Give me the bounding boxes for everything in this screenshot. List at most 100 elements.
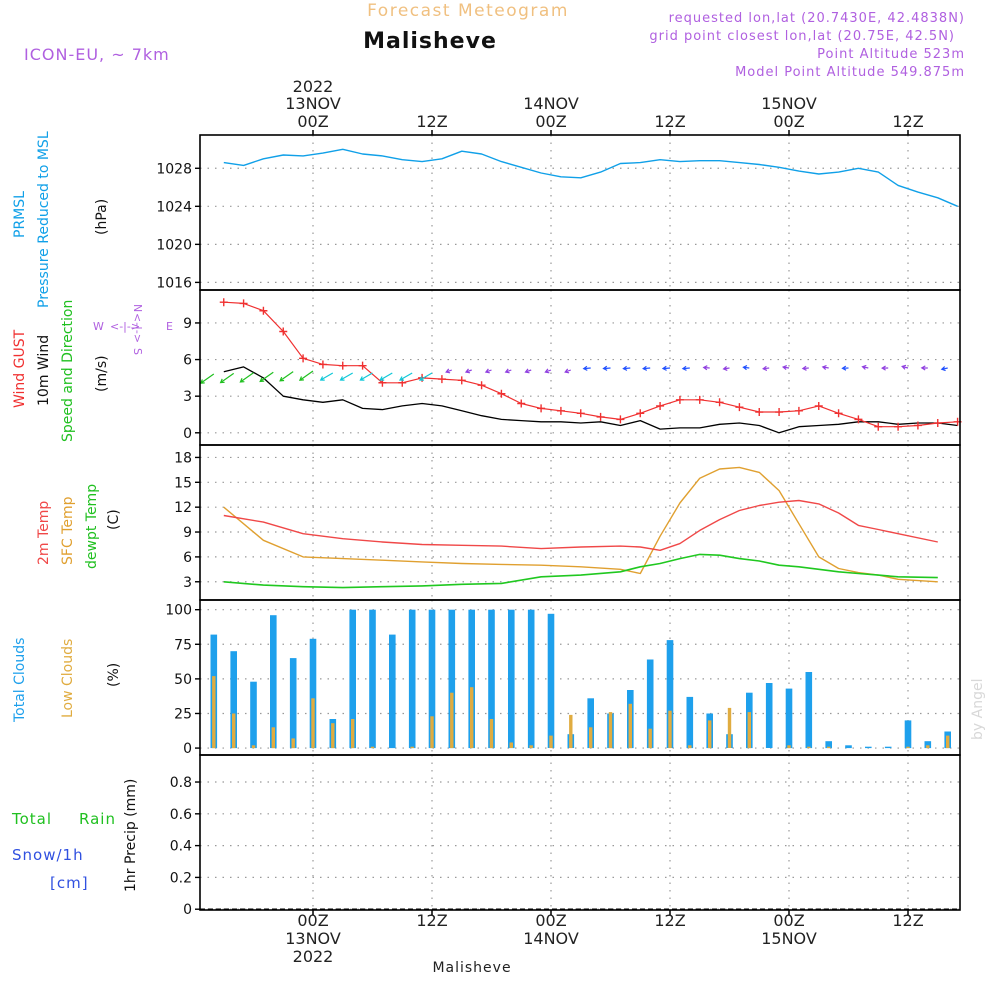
gust-marker [636, 409, 645, 418]
wind-direction-arrow [582, 365, 591, 371]
bottom-day-label: 15NOV [761, 929, 817, 948]
wind-direction-arrow [504, 368, 512, 374]
low-cloud-bar [509, 742, 513, 748]
low-clouds-label: Low Clouds [60, 639, 76, 718]
y-tick-label: 0.2 [170, 870, 192, 886]
low-cloud-bar [589, 727, 593, 749]
compass-w-label: W [93, 320, 104, 333]
pressure-unit: (hPa) [94, 199, 110, 235]
temp-unit: (C) [106, 509, 122, 530]
y-tick-label: 12 [174, 500, 192, 516]
total-cloud-bar [547, 613, 555, 748]
gust-marker [814, 401, 823, 410]
wind-direction-arrow [418, 372, 433, 381]
wind-direction-arrow [298, 370, 314, 381]
total-cloud-bar [309, 638, 317, 749]
total-cloud-bar [765, 683, 773, 748]
wind-direction-arrow [642, 365, 651, 371]
y-tick-label: 3 [183, 575, 192, 591]
top-day-label: 13NOV [285, 94, 341, 113]
y-tick-label: 1028 [156, 161, 192, 177]
gust-marker [854, 415, 863, 424]
gust-marker [913, 421, 922, 430]
low-cloud-bar [549, 735, 553, 749]
y-tick-label: 0 [183, 741, 192, 757]
wind-direction-arrow [622, 365, 631, 371]
total-cloud-bar [924, 741, 932, 749]
clouds-unit: (%) [106, 663, 122, 687]
low-cloud-bar [708, 720, 712, 749]
bottom-hour-label: 12Z [892, 911, 923, 930]
total-cloud-bar [389, 634, 396, 749]
pressure-line [223, 148, 958, 207]
wind-direction-arrow [259, 371, 274, 383]
wind-direction-arrow [801, 365, 809, 371]
top-hour-label: 12Z [416, 112, 447, 131]
total-cloud-bar [865, 746, 872, 749]
gust-marker [775, 408, 784, 417]
wind-direction-arrow [940, 366, 948, 372]
total-cloud-bar [508, 609, 515, 749]
gust-marker [457, 376, 466, 385]
watermark: by Angel [970, 679, 986, 740]
gust-marker [735, 403, 744, 412]
wind-direction-arrow [901, 364, 909, 370]
total-cloud-bar [289, 658, 297, 749]
bottom-hour-label: 00Z [773, 911, 804, 930]
wind-direction-arrow [861, 364, 869, 370]
wind-direction-arrow [602, 365, 611, 371]
total-cloud-bar [785, 688, 793, 749]
wind-direction-arrow [702, 365, 710, 371]
wind-direction-arrow [359, 372, 373, 381]
grid-lines [195, 130, 960, 915]
low-cloud-bar [410, 746, 414, 749]
gust-marker [794, 406, 803, 415]
low-cloud-bar [628, 703, 632, 749]
gust-marker [695, 395, 704, 404]
bottom-day-label: 14NOV [523, 929, 579, 948]
compass-e-label: E [166, 320, 173, 333]
precip-panel-frame [199, 754, 961, 911]
wind-direction-arrow [661, 365, 671, 371]
wind-direction-arrow [881, 365, 889, 371]
temp-panel-frame [199, 444, 961, 601]
y-tick-label: 9 [183, 525, 192, 541]
wind-direction-arrow [199, 373, 215, 384]
low-cloud-bar [827, 746, 831, 749]
low-cloud-bar [747, 712, 751, 749]
low-cloud-bar [430, 716, 434, 749]
gust-marker [219, 298, 228, 307]
total-cloud-bar [488, 609, 495, 749]
low-cloud-bar [251, 745, 256, 749]
bottom-hour-label: 12Z [416, 911, 447, 930]
temp_2m-line [223, 499, 938, 551]
y-tick-label: 3 [183, 389, 192, 405]
compass-s-label: S [131, 348, 144, 355]
y-tick-label: 6 [183, 353, 192, 369]
temp-sfc-label: SFC Temp [60, 496, 76, 565]
gust-marker [894, 422, 903, 431]
requested-coords: requested lon,lat (20.7430E, 42.4838N) [669, 11, 965, 26]
wind-direction-arrow [742, 365, 750, 371]
temp-dewpt-label: dewpt Temp [84, 484, 100, 569]
y-tick-label: 0 [183, 426, 192, 442]
gust-marker [755, 408, 764, 417]
location-title: Malisheve [363, 29, 497, 54]
wind-direction-arrow [920, 365, 928, 371]
total-clouds-label: Total Clouds [12, 638, 28, 723]
wind-gust-label: Wind GUST [12, 329, 28, 408]
total-cloud-bar [250, 681, 257, 749]
gust-marker [259, 306, 268, 315]
wind-direction-arrow [319, 372, 334, 381]
y-tick-label: 0.4 [170, 839, 192, 855]
gust-marker [556, 406, 565, 415]
y-tick-label: 15 [174, 475, 192, 491]
total-cloud-bar [527, 609, 535, 749]
gust-marker [418, 373, 427, 382]
footer-location: Malisheve [432, 960, 511, 976]
low-cloud-bar [529, 745, 533, 749]
gust-marker [437, 375, 446, 384]
wind-direction-arrow [239, 372, 254, 383]
low-cloud-bar [232, 713, 236, 749]
grid-point-coords: grid point closest lon,lat (20.75E, 42.5… [649, 29, 955, 44]
